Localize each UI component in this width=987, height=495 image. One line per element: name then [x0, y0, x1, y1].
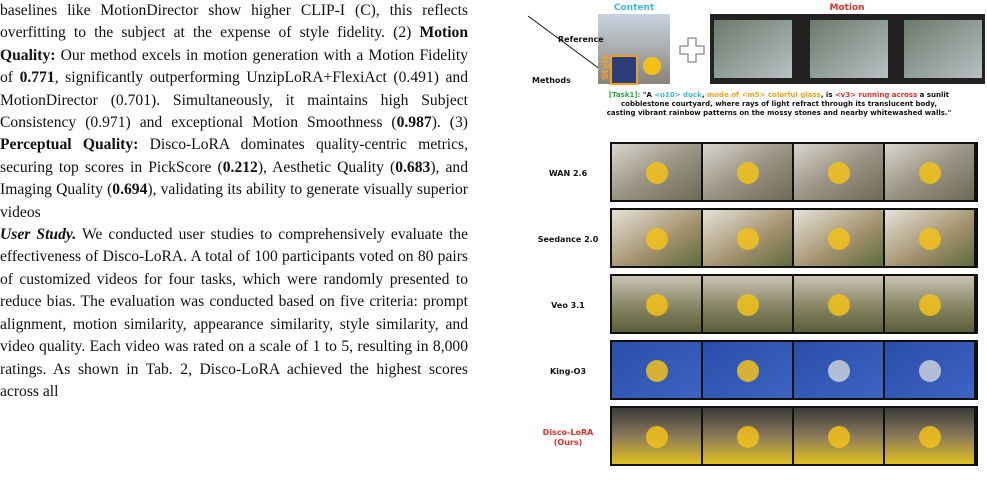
content-label: Content	[614, 3, 655, 13]
duck	[646, 360, 668, 382]
prompt-segment: cobblestone courtyard, where rays of lig…	[621, 100, 937, 108]
text-run: We conducted user studies to comprehensi…	[0, 226, 468, 400]
text-run: ), Aesthetic Quality (	[257, 158, 396, 176]
row-label: Seedance 2.0	[538, 235, 599, 244]
duck-icon	[643, 57, 661, 75]
duck	[828, 426, 850, 448]
text-run: User Study.	[0, 226, 77, 244]
duck	[828, 360, 850, 382]
reference-label: Reference	[558, 35, 604, 44]
duck	[919, 162, 941, 184]
duck	[737, 228, 759, 250]
prompt-segment: , is	[821, 91, 835, 99]
prompt-line: [Task1]: "A <o10> duck, mode of <m5> col…	[609, 91, 950, 99]
duck	[646, 426, 668, 448]
duck	[919, 426, 941, 448]
text-run: 0.683	[395, 158, 431, 176]
text-run: Perceptual Quality:	[0, 136, 139, 154]
prompt-line: casting vibrant rainbow patterns on the …	[607, 109, 951, 117]
motion-label: Motion	[829, 3, 864, 13]
text-run: 0.694	[112, 181, 148, 199]
text-run: baselines like MotionDirector show highe…	[0, 2, 468, 42]
duck	[919, 228, 941, 250]
motion-frame	[810, 20, 888, 78]
paragraph: User Study. We conducted user studies to…	[0, 224, 468, 403]
text-run: 0.987	[396, 114, 432, 132]
text-run: 0.771	[19, 69, 55, 87]
duck	[646, 294, 668, 316]
text-run: 0.212	[222, 158, 258, 176]
prompt-segment: <v3> running across	[835, 91, 917, 99]
prompt-line: cobblestone courtyard, where rays of lig…	[621, 100, 937, 108]
duck	[737, 162, 759, 184]
paragraph: baselines like MotionDirector show highe…	[0, 0, 468, 224]
prompt-segment: [Task1]:	[609, 91, 643, 99]
prompt-segment: ,	[702, 91, 707, 99]
duck	[919, 360, 941, 382]
duck	[737, 360, 759, 382]
style-image	[610, 55, 638, 85]
text-run: Disco-LoRA dominates quality-centric met…	[0, 136, 468, 176]
text-run: Our method excels in motion generation w…	[0, 46, 468, 87]
duck	[828, 162, 850, 184]
duck	[737, 426, 759, 448]
methods-label: Methods	[532, 76, 571, 85]
row-label: Veo 3.1	[551, 301, 585, 310]
motion-frame	[904, 20, 982, 78]
prompt-segment: "A	[643, 91, 655, 99]
prompt-segment: casting vibrant rainbow patterns on the …	[607, 109, 951, 117]
duck	[828, 294, 850, 316]
text-run: ), and Imaging Quality (	[0, 158, 468, 199]
prompt-segment: a sunlit	[917, 91, 950, 99]
duck	[646, 162, 668, 184]
duck	[646, 228, 668, 250]
motion-frame	[714, 20, 792, 78]
duck	[737, 294, 759, 316]
text-run: Motion Quality:	[0, 24, 468, 64]
text-run: ), validating its ability to generate vi…	[0, 181, 468, 221]
style-label: Style	[601, 54, 611, 80]
row-label: (Ours)	[554, 438, 583, 447]
text-run: ). (3)	[431, 114, 468, 132]
prompt-segment: <o10> duck	[654, 91, 702, 99]
duck	[828, 228, 850, 250]
figure: Content Motion Reference Methods Style [Task1…	[527, 3, 985, 466]
text-run: , significantly outperforming UnzipLoRA+…	[0, 69, 468, 132]
row-label: WAN 2.6	[549, 169, 588, 178]
text-column: baselines like MotionDirector show highe…	[0, 0, 468, 495]
duck	[919, 294, 941, 316]
row-label: King-O3	[550, 367, 586, 376]
prompt-segment: mode of <m5> colorful glass	[707, 91, 821, 99]
plus-icon	[679, 37, 705, 63]
row-label: Disco-LoRA	[543, 428, 594, 437]
